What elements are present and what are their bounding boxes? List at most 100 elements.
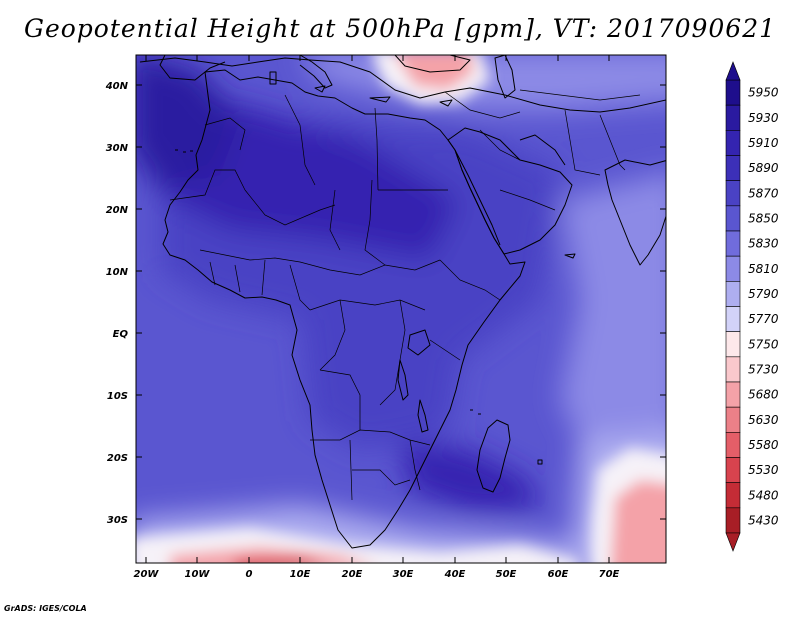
field-pink-north	[395, 55, 474, 90]
madagascar-coastline	[476, 419, 511, 493]
persian-gulf-coastline	[519, 134, 566, 166]
colorbar-label-5890: 5890	[748, 161, 779, 175]
border-ethiopia	[439, 259, 501, 301]
map-frame	[135, 54, 667, 564]
black-sea-coastline	[394, 55, 471, 73]
colorbar: 5950 5930 5910 5890 5870 5850 5830 5810 5790 5770…	[725, 61, 779, 552]
lon-label-10w: 10W	[185, 569, 211, 580]
colorbar-labels: 5950 5930 5910 5890 5870 5850 5830 5810 5790 5770…	[748, 86, 779, 528]
colorbar-label-5730: 5730	[748, 362, 779, 376]
map-title: Geopotential Height at 500hPa [gpm], VT:…	[23, 14, 777, 43]
southern-europe-coastline	[139, 57, 666, 113]
border-sahel-south	[199, 249, 441, 276]
colorbar-box-5870	[725, 180, 741, 207]
colorbar-label-5950: 5950	[748, 86, 779, 100]
border-pakistan-india	[599, 114, 626, 171]
field-deep-northwest	[136, 55, 240, 190]
border-kenya-tanzania	[429, 339, 461, 361]
colorbar-box-5910	[725, 130, 741, 156]
border-west-africa-3	[261, 259, 266, 296]
colorbar-box-5680	[725, 381, 741, 408]
colorbar-label-5770: 5770	[748, 312, 779, 326]
lon-label-0: 0	[246, 569, 253, 580]
socotra-island	[564, 253, 576, 259]
border-nigeria-cameroon	[289, 264, 311, 311]
italy-coastline	[299, 55, 333, 89]
lon-label-20e: 20E	[342, 569, 363, 580]
border-turkey-middle-east	[444, 91, 521, 119]
lon-label-30e: 30E	[393, 569, 414, 580]
colorbar-box-5530	[725, 457, 741, 483]
lon-label-10e: 10E	[290, 569, 311, 580]
colorbar-box-5630	[725, 406, 741, 433]
border-west-africa-2	[234, 264, 241, 293]
colorbar-box-5770	[725, 306, 741, 332]
border-namibia-botswana	[349, 439, 353, 501]
lon-label-70e: 70E	[599, 569, 620, 580]
border-drc-east	[379, 299, 406, 406]
canary-islands	[175, 149, 193, 153]
colorbar-label-5480: 5480	[748, 488, 779, 502]
india-coastline	[604, 159, 666, 266]
cape-verde-islands	[126, 250, 131, 256]
lon-label-60e: 60E	[548, 569, 569, 580]
colorbar-bottom-arrow	[725, 532, 741, 552]
cyprus-island	[439, 99, 453, 107]
colorbar-label-5790: 5790	[748, 287, 779, 301]
field-strong-south-band	[400, 440, 540, 510]
colorbar-box-5810	[725, 255, 741, 282]
colorbar-box-5750	[725, 331, 741, 358]
colorbar-box-5950	[725, 79, 741, 106]
crete-island	[369, 96, 391, 103]
border-libya-egypt	[374, 107, 379, 191]
africa-coastline	[162, 69, 526, 549]
colorbar-label-5870: 5870	[748, 186, 779, 200]
lat-label-20s: 20S	[107, 453, 128, 464]
latitude-ticks	[136, 84, 666, 520]
field-pink-southeast	[610, 480, 666, 563]
colorbar-label-5830: 5830	[748, 237, 779, 251]
latitude-labels: 40N 30N 20N 10N EQ 10S 20S 30S	[105, 81, 129, 526]
colorbar-label-5930: 5930	[748, 111, 779, 125]
caspian-coastline	[494, 55, 516, 99]
colorbar-box-5580	[725, 432, 741, 458]
border-chad-sudan	[364, 179, 386, 266]
colorbar-boxes	[725, 61, 741, 552]
colorbar-box-5850	[725, 205, 741, 232]
mauritius-island	[537, 459, 543, 465]
lake-malawi	[417, 399, 429, 433]
coastlines-and-borders	[126, 55, 666, 549]
border-arabia-2	[499, 189, 556, 211]
longitude-ticks	[145, 55, 610, 563]
comoros-islands	[470, 409, 481, 415]
lat-label-30s: 30S	[107, 515, 128, 526]
red-sea-coastline	[454, 149, 501, 246]
colorbar-box-5730	[725, 356, 741, 383]
country-borders	[169, 89, 641, 501]
border-angola-zambia	[319, 369, 361, 430]
iberia-coastline	[159, 55, 226, 81]
colorbar-label-5580: 5580	[748, 438, 779, 452]
colorbar-label-5850: 5850	[748, 211, 779, 225]
border-algeria-libya	[284, 94, 316, 186]
grads-credit: GrADS: IGES/COLA	[4, 604, 87, 613]
sardinia-island	[269, 71, 277, 85]
lat-label-30n: 30N	[106, 143, 129, 154]
field-pink-south	[170, 547, 365, 563]
lat-label-eq: EQ	[113, 329, 129, 340]
sicily-island	[314, 85, 326, 93]
lake-victoria	[407, 329, 431, 356]
border-mali-niger	[244, 189, 336, 226]
border-western-sahara-mauritania	[169, 169, 246, 201]
colorbar-label-5910: 5910	[748, 136, 779, 150]
border-central-africa	[309, 299, 426, 311]
border-arabia-1	[479, 129, 521, 161]
border-botswana-southafrica	[352, 469, 411, 486]
lat-label-40n: 40N	[105, 81, 129, 92]
colorbar-box-5890	[725, 155, 741, 181]
colorbar-box-5430	[725, 507, 741, 534]
lon-label-40e: 40E	[444, 569, 466, 580]
colorbar-box-5830	[725, 230, 741, 257]
border-mozambique	[409, 439, 421, 491]
